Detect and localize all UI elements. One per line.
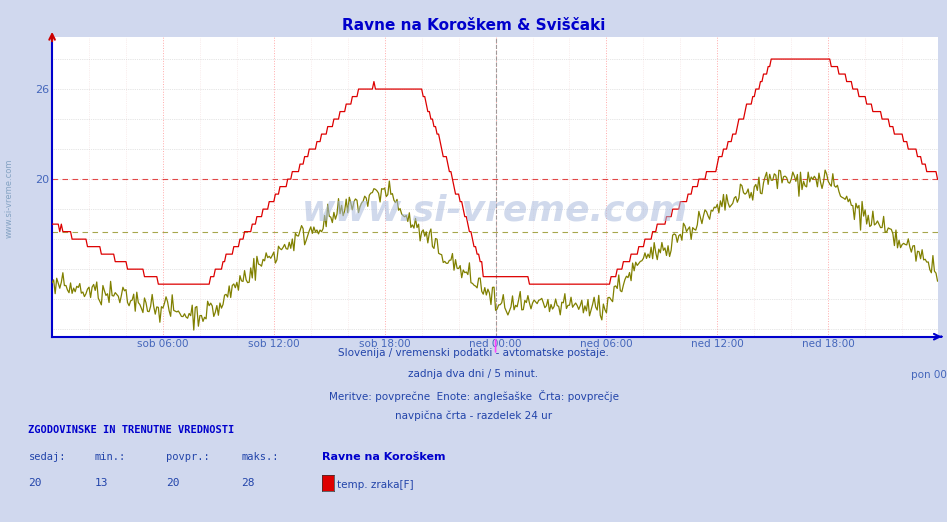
Text: pon 00:00: pon 00:00	[911, 370, 947, 379]
Text: ZGODOVINSKE IN TRENUTNE VREDNOSTI: ZGODOVINSKE IN TRENUTNE VREDNOSTI	[28, 425, 235, 435]
Text: www.si-vreme.com: www.si-vreme.com	[5, 159, 14, 238]
Text: min.:: min.:	[95, 452, 126, 461]
Text: 20: 20	[166, 478, 179, 488]
Text: www.si-vreme.com: www.si-vreme.com	[302, 194, 688, 228]
Text: navpična črta - razdelek 24 ur: navpična črta - razdelek 24 ur	[395, 411, 552, 421]
Text: Slovenija / vremenski podatki - avtomatske postaje.: Slovenija / vremenski podatki - avtomats…	[338, 348, 609, 358]
Text: 20: 20	[28, 478, 42, 488]
Text: 28: 28	[241, 478, 255, 488]
Text: zadnja dva dni / 5 minut.: zadnja dva dni / 5 minut.	[408, 369, 539, 379]
Text: maks.:: maks.:	[241, 452, 279, 461]
Text: Ravne na Koroškem & Sviščaki: Ravne na Koroškem & Sviščaki	[342, 18, 605, 33]
Text: 13: 13	[95, 478, 108, 488]
Text: temp. zraka[F]: temp. zraka[F]	[337, 480, 414, 490]
Text: Meritve: povprečne  Enote: anglešaške  Črta: povprečje: Meritve: povprečne Enote: anglešaške Črt…	[329, 390, 618, 402]
Text: sedaj:: sedaj:	[28, 452, 66, 461]
Text: Ravne na Koroškem: Ravne na Koroškem	[322, 452, 445, 461]
Text: povpr.:: povpr.:	[166, 452, 209, 461]
